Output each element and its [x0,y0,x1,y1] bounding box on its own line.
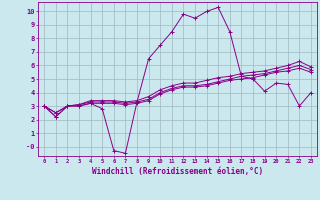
X-axis label: Windchill (Refroidissement éolien,°C): Windchill (Refroidissement éolien,°C) [92,167,263,176]
